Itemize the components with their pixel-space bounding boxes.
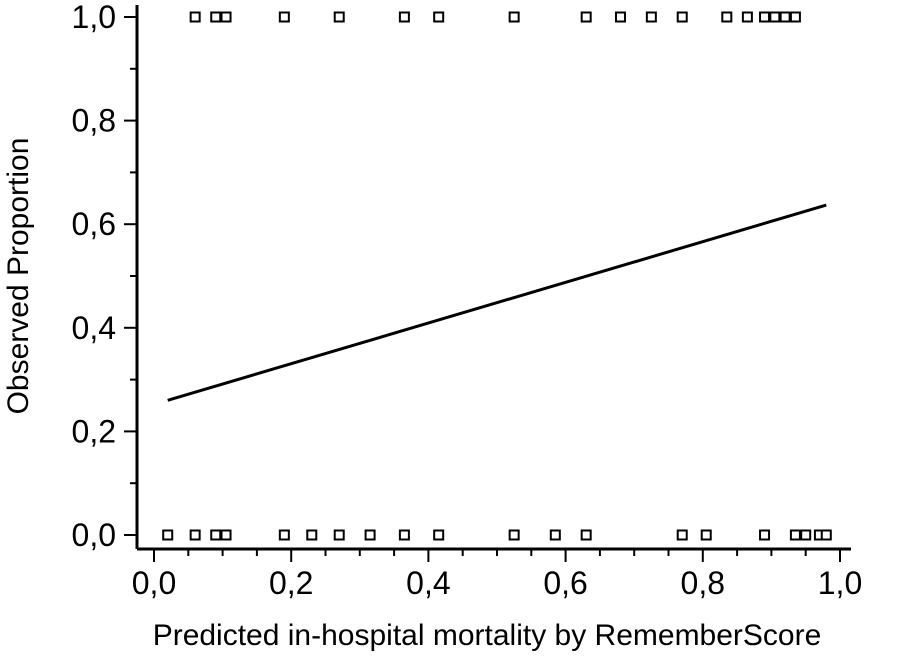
fit-line <box>167 203 827 402</box>
data-point <box>189 529 201 541</box>
data-point <box>820 529 832 541</box>
y-tick-label: 0,0 <box>72 517 116 553</box>
x-tick-label: 0,6 <box>543 565 587 601</box>
y-tick-label: 1,0 <box>72 0 116 35</box>
y-tick-label: 0,4 <box>72 310 116 346</box>
data-point <box>789 11 801 23</box>
data-point <box>759 529 771 541</box>
data-point <box>676 11 688 23</box>
data-point <box>189 11 201 23</box>
data-point <box>278 529 290 541</box>
data-point <box>398 11 410 23</box>
y-axis-title: Observed Proportion <box>2 138 35 415</box>
data-point <box>508 529 520 541</box>
x-tick-label: 0,2 <box>269 565 313 601</box>
data-point <box>769 11 781 23</box>
x-tick-label: 1,0 <box>818 565 862 601</box>
data-point <box>759 11 771 23</box>
data-point <box>580 11 592 23</box>
ticks <box>124 16 841 562</box>
data-point <box>700 529 712 541</box>
y-tick-label: 0,8 <box>72 103 116 139</box>
data-point <box>333 529 345 541</box>
data-point <box>549 529 561 541</box>
y-tick-label: 0,6 <box>72 206 116 242</box>
data-point <box>645 11 657 23</box>
data-point <box>614 11 626 23</box>
data-point <box>162 529 174 541</box>
data-point <box>210 11 222 23</box>
axes <box>135 5 851 551</box>
data-point <box>278 11 290 23</box>
data-point <box>508 11 520 23</box>
data-point <box>580 529 592 541</box>
data-point <box>333 11 345 23</box>
fit-line-group <box>167 203 827 402</box>
tick-labels: 0,0 0,2 0,4 0,6 0,8 1,0 0,0 0,2 0,4 0,6 0,8 1,0 <box>72 0 863 601</box>
x-axis-title: Predicted in-hospital mortality by Remem… <box>153 619 822 652</box>
data-point <box>789 529 801 541</box>
x-tick-label: 0,0 <box>132 565 176 601</box>
data-point <box>220 11 232 23</box>
data-point <box>779 11 791 23</box>
data-point <box>398 529 410 541</box>
data-point <box>800 529 812 541</box>
data-point <box>676 529 688 541</box>
x-tick-label: 0,4 <box>406 565 450 601</box>
data-points <box>162 11 832 541</box>
data-point <box>433 529 445 541</box>
data-point <box>741 11 753 23</box>
data-point <box>220 529 232 541</box>
data-point <box>210 529 222 541</box>
data-point <box>721 11 733 23</box>
x-tick-label: 0,8 <box>681 565 725 601</box>
y-tick-label: 0,2 <box>72 413 116 449</box>
data-point <box>364 529 376 541</box>
data-point <box>306 529 318 541</box>
data-point <box>433 11 445 23</box>
